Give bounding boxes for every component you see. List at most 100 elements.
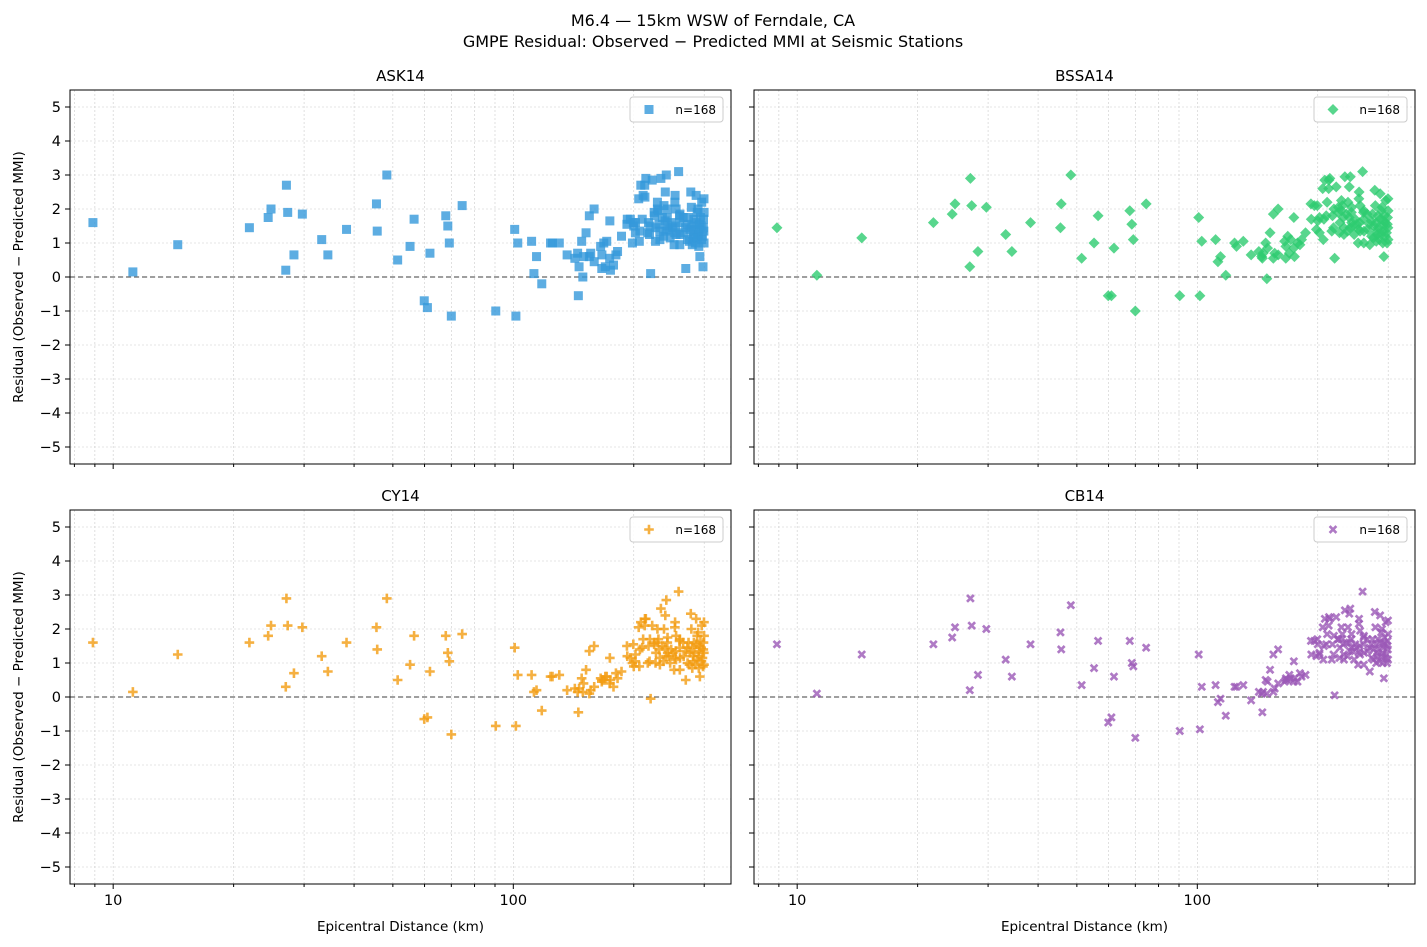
data-point <box>670 190 680 200</box>
data-point <box>173 240 183 250</box>
data-point <box>1232 682 1241 692</box>
data-point <box>687 663 698 673</box>
data-point <box>641 173 651 183</box>
data-point <box>964 261 976 273</box>
data-point <box>694 646 704 656</box>
data-point <box>657 641 668 651</box>
y-axis-label: Residual (Observed − Predicted MMI) <box>11 151 27 403</box>
data-point <box>1174 290 1186 302</box>
data-point <box>422 303 432 313</box>
data-point <box>654 219 664 229</box>
data-point <box>699 659 709 670</box>
data-point <box>635 644 645 655</box>
data-point <box>642 658 653 668</box>
data-point <box>698 262 708 272</box>
data-point <box>574 683 584 694</box>
data-point <box>675 653 685 663</box>
data-point <box>684 213 694 222</box>
data-point <box>586 248 596 258</box>
data-point <box>675 240 685 250</box>
data-point <box>529 269 539 279</box>
data-point <box>1330 181 1342 193</box>
data-point <box>1215 251 1227 263</box>
data-point <box>405 241 415 251</box>
data-point <box>1321 196 1333 208</box>
data-point <box>1382 234 1394 246</box>
data-point <box>664 651 674 661</box>
data-point <box>693 204 703 214</box>
data-point <box>440 631 451 641</box>
data-point <box>443 221 453 231</box>
data-point <box>980 201 992 213</box>
data-point <box>1194 290 1206 302</box>
data-point <box>578 687 588 697</box>
y-tick-label: −4 <box>40 406 61 422</box>
data-point <box>1261 273 1273 285</box>
data-point <box>1357 166 1369 178</box>
data-point <box>630 649 641 660</box>
data-point <box>1329 650 1338 659</box>
data-point <box>967 621 977 630</box>
data-point <box>1103 718 1113 727</box>
data-point <box>1273 645 1283 654</box>
legend-label: n=168 <box>675 103 716 117</box>
data-point <box>1382 212 1394 223</box>
data-point <box>692 654 703 665</box>
panel-cy14: 10 100 Epicentral Distance (km) −5 −4 −3 −2 −1 0… <box>11 487 732 935</box>
data-point <box>649 211 659 221</box>
data-point <box>605 253 615 263</box>
data-point <box>605 216 615 226</box>
data-point <box>263 631 273 641</box>
panel-bssa14: BSSA14 n=168 <box>749 67 1416 469</box>
data-point <box>1056 645 1066 654</box>
data-point <box>675 665 685 675</box>
data-point <box>1263 677 1272 687</box>
data-point <box>666 644 677 655</box>
data-point <box>670 622 680 633</box>
data-point <box>655 659 665 670</box>
data-point <box>562 250 572 260</box>
data-point <box>323 250 333 260</box>
data-point <box>669 240 679 250</box>
y-axis-label: Residual (Observed − Predicted MMI) <box>11 571 27 823</box>
data-point <box>601 671 612 682</box>
data-point <box>674 642 685 653</box>
data-point <box>645 634 655 644</box>
data-point <box>282 620 293 631</box>
data-point <box>698 637 709 648</box>
data-point <box>644 656 655 667</box>
data-point <box>598 675 609 685</box>
data-point <box>570 253 580 263</box>
data-point <box>1377 624 1387 634</box>
data-point <box>641 614 651 624</box>
legend: n=168 <box>1313 516 1408 543</box>
data-point <box>1140 198 1152 210</box>
data-point <box>446 311 456 321</box>
data-point <box>88 218 98 228</box>
data-point <box>1354 614 1364 624</box>
data-point <box>526 670 537 680</box>
data-point <box>1318 622 1328 632</box>
data-point <box>1237 235 1249 247</box>
y-tick-label: 0 <box>52 270 61 286</box>
data-point <box>696 642 706 653</box>
data-point <box>1320 210 1332 222</box>
data-point <box>678 213 688 222</box>
data-point <box>1331 612 1341 622</box>
data-point <box>1358 587 1367 596</box>
data-point <box>652 624 663 634</box>
data-point <box>457 629 467 639</box>
data-point <box>663 204 673 214</box>
data-point <box>1382 222 1394 234</box>
data-point <box>622 219 632 229</box>
y-tick-label: 3 <box>52 168 61 184</box>
x-axis-label: Epicentral Distance (km) <box>317 919 484 935</box>
data-point <box>1193 212 1205 223</box>
data-point <box>771 222 783 234</box>
data-point <box>419 296 429 306</box>
data-point <box>342 224 352 234</box>
data-point <box>1092 210 1104 222</box>
data-point <box>638 634 648 644</box>
data-point <box>1359 660 1369 670</box>
panel-ask14: −5 −4 −3 −2 −1 0 1 2 3 4 5 Residual (Observed − Pre… <box>11 67 732 469</box>
